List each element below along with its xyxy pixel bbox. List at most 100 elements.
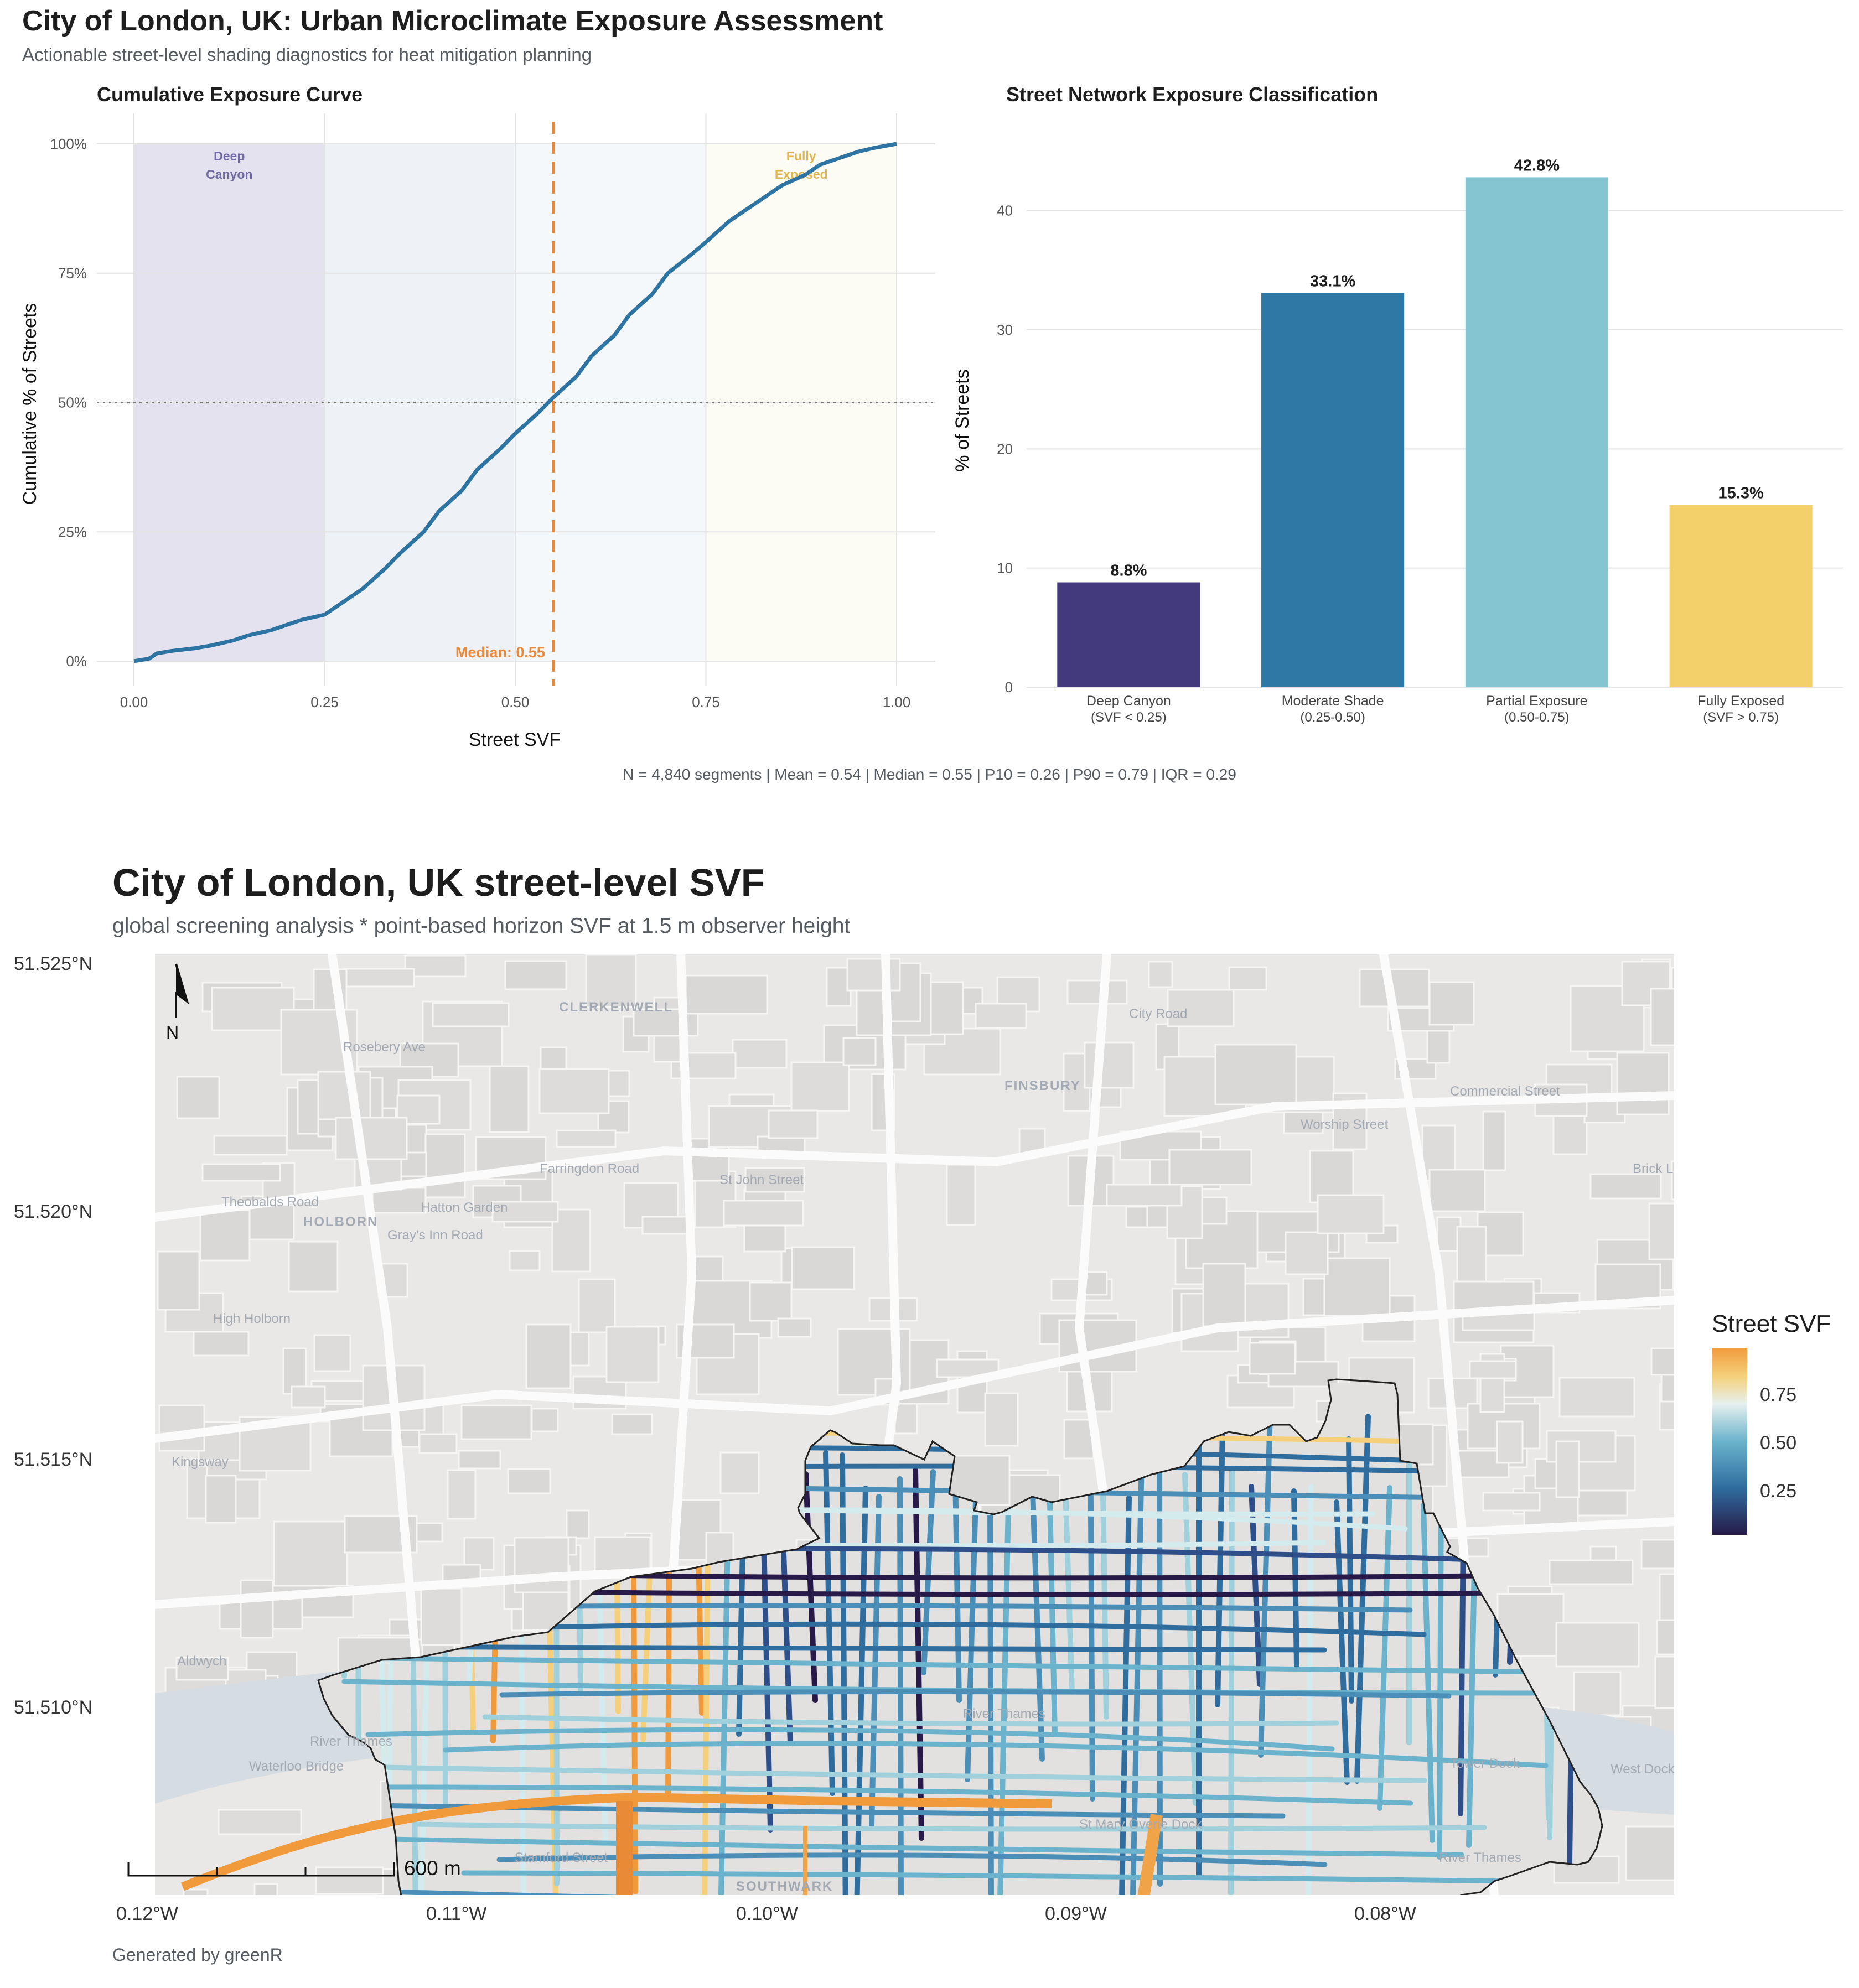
basemap-block [927, 1892, 971, 1895]
basemap-block [1640, 1539, 1674, 1570]
cumulative-curve [133, 142, 897, 663]
street-segment [357, 1836, 1464, 1857]
street-segment [478, 1603, 1413, 1613]
category-sublabel: (0.50-0.75) [1504, 710, 1569, 725]
page-title: City of London, UK: Urban Microclimate E… [22, 5, 883, 37]
basemap-block [1482, 1492, 1541, 1512]
x-axis-title: Street SVF [469, 729, 561, 750]
basemap-block [218, 1809, 302, 1835]
basemap-block [1549, 1559, 1634, 1585]
place-label: Theobalds Road [221, 1195, 319, 1210]
basemap-block [1084, 1041, 1135, 1089]
exposure-classification-chart: 0 10 20 30 40 8.8% Deep Canyon(SVF < 0.25) 33.1… [952, 157, 1843, 725]
cumulative-chart-title: Cumulative Exposure Curve [97, 83, 363, 106]
place-label: Tower Dock [1450, 1756, 1520, 1771]
north-arrow-label: N [166, 1022, 179, 1042]
basemap-block [201, 1163, 281, 1182]
basemap-block [1228, 966, 1267, 991]
place-label: Aldwych [177, 1654, 226, 1669]
basemap-block [157, 1250, 200, 1311]
basemap-block [686, 1138, 730, 1182]
basemap-block [732, 1039, 788, 1069]
basemap-road [155, 1296, 1674, 1443]
scale-bar [127, 1862, 395, 1877]
exposed-embankment [180, 1792, 1052, 1891]
place-label: HOLBORN [303, 1214, 378, 1229]
category-label: Partial Exposure [1486, 693, 1587, 709]
place-label: River Thames [1439, 1850, 1521, 1865]
band-label-line1: Fully [786, 149, 816, 163]
category-label: Moderate Shade [1282, 693, 1384, 709]
basemap-block [1555, 1622, 1640, 1668]
basemap-block [205, 1475, 237, 1524]
place-label: Brick Lane [1633, 1161, 1695, 1176]
bar-moderate-shade [1261, 293, 1405, 687]
basemap-block [1426, 1030, 1451, 1064]
place-label: Farringdon Road [540, 1161, 639, 1176]
lon-label-008: 0.08°W [1354, 1903, 1416, 1924]
legend-tick-050: 0.50 [1760, 1432, 1797, 1454]
basemap-block [432, 1002, 510, 1027]
street-segment [1306, 1484, 1314, 1895]
basemap-block [975, 1003, 1027, 1029]
basemap-block [1456, 1226, 1487, 1288]
map-subtitle: global screening analysis * point-based … [112, 914, 851, 938]
basemap-block [447, 1469, 477, 1520]
basemap-block [705, 1532, 734, 1567]
basemap-block [744, 1167, 805, 1193]
bar-partial-exposure [1465, 177, 1608, 687]
basemap-block [1106, 1184, 1183, 1207]
basemap-block [685, 974, 768, 1015]
basemap-block [343, 968, 415, 988]
y-tick-label: 0% [66, 653, 87, 669]
bar-value-label: 15.3% [1718, 485, 1764, 502]
basemap-block [1552, 1111, 1588, 1155]
basemap-block [790, 1061, 850, 1112]
street-segment [854, 1486, 868, 1895]
basemap-block [317, 1071, 371, 1120]
basemap-block [509, 1250, 541, 1271]
basemap-block [566, 1509, 590, 1539]
median-label: Median: 0.55 [455, 644, 545, 661]
place-label: Hatton Garden [421, 1200, 508, 1215]
y-axis-title: Cumulative % of Streets [19, 303, 40, 505]
lon-label-012: 0.12°W [116, 1903, 178, 1924]
place-label: Stamford Street [515, 1850, 608, 1865]
basemap-block [1428, 981, 1475, 1026]
street-segment [1354, 1414, 1371, 1784]
street-segment [379, 1655, 1556, 1675]
lon-label-010: 0.10°W [736, 1903, 798, 1924]
band-label-line1: Deep [214, 149, 245, 163]
svf-map: CLERKENWELL FINSBURY HOLBORN SOUTHWARK High … [127, 954, 1695, 1895]
place-label: Kingsway [172, 1455, 229, 1470]
category-sublabel: (0.25-0.50) [1300, 710, 1365, 725]
basemap-block [158, 1404, 205, 1452]
place-label: High Holborn [213, 1311, 291, 1326]
basemap-block [1555, 1440, 1580, 1498]
basemap-block [1671, 1160, 1674, 1201]
x-tick-label: 0.00 [120, 694, 148, 710]
basemap-block [1285, 1231, 1329, 1275]
place-label: River Thames [310, 1734, 392, 1749]
place-label: FINSBURY [1004, 1078, 1081, 1093]
category-label: Fully Exposed [1697, 693, 1784, 709]
basemap-block [1573, 1671, 1622, 1716]
lat-label-51510: 51.510°N [14, 1697, 93, 1718]
basemap-block [1616, 1052, 1670, 1115]
basemap-block [273, 1520, 348, 1587]
legend-title: Street SVF [1712, 1310, 1831, 1337]
lat-label-51525: 51.525°N [14, 953, 93, 974]
basemap-block [1309, 1150, 1354, 1203]
bar-value-label: 42.8% [1514, 157, 1560, 174]
basemap-block [611, 1413, 653, 1435]
basemap-block [1625, 1825, 1674, 1881]
street-segment [365, 1727, 1335, 1752]
basemap-block [460, 1404, 532, 1440]
band-label-line2: Exposed [775, 167, 828, 181]
basemap-block [1659, 1573, 1674, 1626]
place-label: St John Street [719, 1172, 804, 1187]
basemap-block [531, 1408, 559, 1432]
basemap-block [504, 960, 567, 990]
legend-colorbar [1712, 1348, 1747, 1535]
basemap-block [719, 1451, 760, 1494]
